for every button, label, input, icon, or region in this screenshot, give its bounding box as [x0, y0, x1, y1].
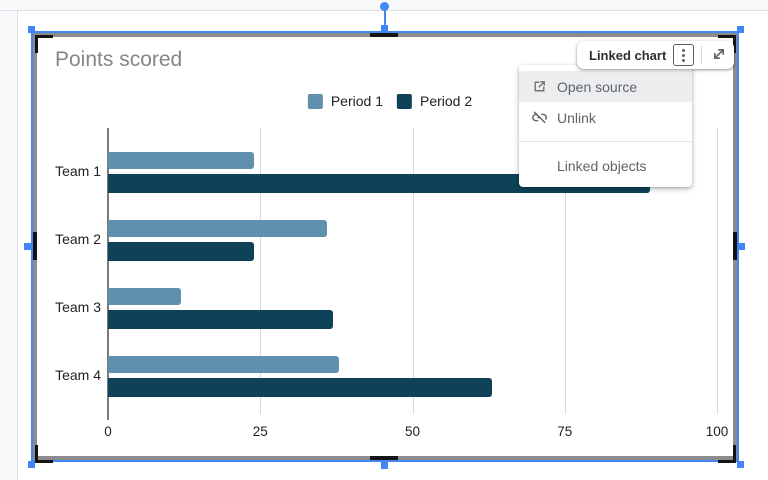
resize-handle-bottom-middle[interactable]	[381, 462, 388, 469]
linked-chart-label: Linked chart	[589, 47, 667, 63]
rotation-handle[interactable]	[380, 2, 389, 11]
legend-swatch-period-2	[397, 93, 412, 109]
crop-edge-handle-right[interactable]	[733, 232, 737, 260]
kebab-icon	[681, 48, 685, 52]
menu-divider	[519, 141, 692, 142]
menu-item-open-source[interactable]: Open source	[519, 71, 692, 102]
chart-title: Points scored	[55, 48, 183, 71]
open-in-new-icon	[531, 78, 548, 95]
crop-edge-handle-left[interactable]	[33, 232, 37, 260]
crop-corner-handle-bottom-right[interactable]	[718, 445, 736, 463]
menu-item-label: Open source	[557, 78, 638, 95]
crop-edge-handle-bottom[interactable]	[370, 456, 398, 460]
collapse-icon	[713, 49, 724, 59]
rotation-handle-stem	[384, 11, 386, 26]
legend-swatch-period-1	[307, 93, 323, 109]
canvas-left-edge	[0, 11, 18, 480]
linked-chart-card: Linked chart	[577, 41, 734, 69]
collapse-button[interactable]	[709, 45, 727, 65]
crop-corner-handle-bottom-left[interactable]	[35, 445, 53, 463]
resize-handle-top-left[interactable]	[28, 26, 35, 33]
resize-handle-bottom-right[interactable]	[737, 461, 744, 468]
resize-handle-right-middle[interactable]	[738, 243, 745, 250]
crop-edge-handle-top[interactable]	[370, 33, 398, 37]
chart-legend: Period 1 Period 2	[307, 93, 472, 109]
legend-label: Period 2	[420, 93, 473, 109]
legend-label: Period 1	[330, 93, 383, 109]
menu-item-label: Unlink	[557, 109, 596, 126]
menu-item-linked-objects[interactable]: Linked objects	[519, 150, 692, 181]
card-divider	[700, 46, 702, 64]
resize-handle-left-middle[interactable]	[24, 243, 31, 250]
legend-item-period-1: Period 1	[307, 93, 383, 109]
linked-chart-menu: Open source Unlink Linked objects	[519, 65, 692, 187]
crop-corner-handle-top-right[interactable]	[718, 35, 736, 53]
linked-chart-options-button[interactable]	[673, 44, 694, 66]
resize-handle-top-middle[interactable]	[381, 25, 388, 32]
link-off-icon	[531, 109, 548, 126]
menu-item-label: Linked objects	[557, 157, 647, 174]
resize-handle-top-right[interactable]	[737, 26, 744, 33]
crop-corner-handle-top-left[interactable]	[35, 35, 53, 53]
menu-item-unlink[interactable]: Unlink	[519, 102, 692, 133]
legend-item-period-2: Period 2	[397, 93, 472, 109]
resize-handle-bottom-left[interactable]	[28, 461, 35, 468]
